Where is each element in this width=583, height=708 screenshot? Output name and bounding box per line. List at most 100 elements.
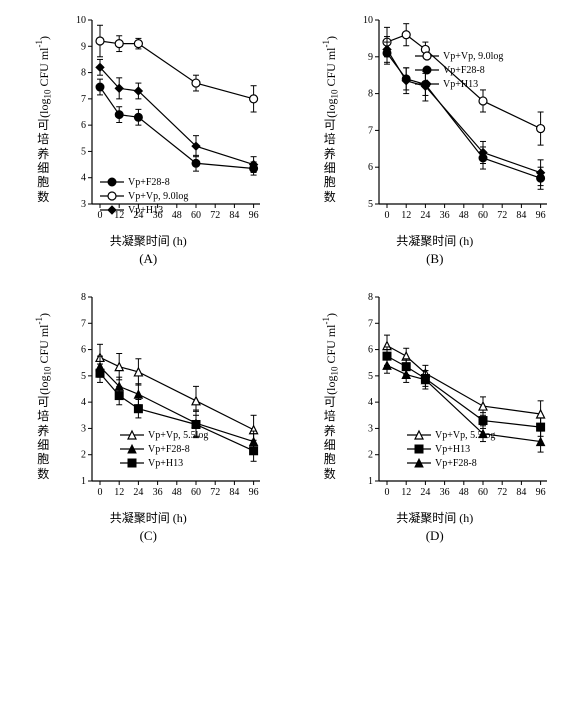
svg-text:Vp+Vp, 9.0log: Vp+Vp, 9.0log: [443, 51, 503, 62]
chart-wrap-a: (log10 CFU ml-1)可 培 养 细 胞 数3456789100122…: [28, 10, 268, 230]
y-unit-label: (log10 CFU ml-1): [321, 313, 339, 395]
svg-text:12: 12: [401, 210, 411, 221]
svg-text:Vp+Vp, 9.0log: Vp+Vp, 9.0log: [128, 191, 188, 202]
ylabel-col: (log10 CFU ml-1)可 培 养 细 胞 数: [28, 287, 58, 507]
svg-text:84: 84: [230, 487, 240, 498]
x-axis-label: 共凝聚时间 (h): [396, 232, 473, 249]
svg-text:36: 36: [439, 487, 449, 498]
y-cjk-label: 可 培 养 细 胞 数: [324, 118, 336, 204]
svg-text:3: 3: [81, 199, 86, 210]
svg-text:7: 7: [81, 94, 86, 105]
svg-text:7: 7: [81, 318, 86, 329]
svg-text:Vp+H13: Vp+H13: [148, 458, 183, 469]
svg-text:0: 0: [98, 487, 103, 498]
svg-text:5: 5: [81, 146, 86, 157]
panel-tag-b: (B): [426, 251, 443, 267]
chart-wrap-c: (log10 CFU ml-1)可 培 养 细 胞 数1234567801224…: [28, 287, 268, 507]
svg-text:36: 36: [153, 487, 163, 498]
svg-text:Vp+H13: Vp+H13: [435, 444, 470, 455]
svg-text:Vp+F28-8: Vp+F28-8: [443, 65, 485, 76]
svg-text:24: 24: [420, 487, 430, 498]
chart-b: 567891001224364860728496Vp+Vp, 9.0logVp+…: [345, 10, 555, 230]
svg-text:5: 5: [368, 199, 373, 210]
panel-tag-c: (C): [140, 528, 157, 544]
svg-text:Vp+F28-8: Vp+F28-8: [435, 458, 477, 469]
svg-text:6: 6: [81, 120, 86, 131]
svg-text:60: 60: [191, 487, 201, 498]
svg-text:Vp+H13: Vp+H13: [443, 79, 478, 90]
svg-text:96: 96: [249, 487, 259, 498]
svg-text:24: 24: [420, 210, 430, 221]
svg-text:Vp+H13: Vp+H13: [128, 205, 163, 216]
svg-text:6: 6: [81, 345, 86, 356]
x-axis-label: 共凝聚时间 (h): [396, 509, 473, 526]
panel-b: (log10 CFU ml-1)可 培 养 细 胞 数5678910012243…: [297, 10, 574, 267]
svg-text:9: 9: [81, 41, 86, 52]
ylabel-col: (log10 CFU ml-1)可 培 养 细 胞 数: [315, 287, 345, 507]
svg-text:4: 4: [81, 173, 86, 184]
svg-text:4: 4: [81, 397, 86, 408]
svg-text:3: 3: [368, 423, 373, 434]
panel-c: (log10 CFU ml-1)可 培 养 细 胞 数1234567801224…: [10, 287, 287, 544]
svg-text:5: 5: [81, 371, 86, 382]
svg-text:8: 8: [368, 292, 373, 303]
svg-text:6: 6: [368, 162, 373, 173]
svg-text:84: 84: [230, 210, 240, 221]
svg-text:72: 72: [210, 487, 220, 498]
chart-c: 1234567801224364860728496Vp+Vp, 5.5logVp…: [58, 287, 268, 507]
svg-text:Vp+F28-8: Vp+F28-8: [148, 444, 190, 455]
svg-text:72: 72: [497, 210, 507, 221]
svg-text:36: 36: [439, 210, 449, 221]
svg-text:1: 1: [368, 476, 373, 487]
y-unit-label: (log10 CFU ml-1): [34, 313, 52, 395]
svg-text:84: 84: [516, 210, 526, 221]
svg-text:96: 96: [535, 210, 545, 221]
chart-d: 1234567801224364860728496Vp+Vp, 5.5logVp…: [345, 287, 555, 507]
svg-text:96: 96: [249, 210, 259, 221]
y-unit-label: (log10 CFU ml-1): [34, 36, 52, 118]
svg-text:72: 72: [497, 487, 507, 498]
svg-text:12: 12: [114, 487, 124, 498]
svg-text:0: 0: [98, 210, 103, 221]
ylabel-col: (log10 CFU ml-1)可 培 养 细 胞 数: [28, 10, 58, 230]
chart-wrap-b: (log10 CFU ml-1)可 培 养 细 胞 数5678910012243…: [315, 10, 555, 230]
svg-text:48: 48: [459, 210, 469, 221]
svg-text:2: 2: [368, 450, 373, 461]
svg-text:60: 60: [478, 210, 488, 221]
chart-wrap-d: (log10 CFU ml-1)可 培 养 细 胞 数1234567801224…: [315, 287, 555, 507]
panel-tag-d: (D): [426, 528, 444, 544]
svg-text:6: 6: [368, 345, 373, 356]
svg-text:48: 48: [172, 487, 182, 498]
svg-text:1: 1: [81, 476, 86, 487]
panel-a: (log10 CFU ml-1)可 培 养 细 胞 数3456789100122…: [10, 10, 287, 267]
x-axis-label: 共凝聚时间 (h): [110, 509, 187, 526]
y-cjk-label: 可 培 养 细 胞 数: [37, 118, 49, 204]
svg-text:8: 8: [81, 68, 86, 79]
svg-text:7: 7: [368, 318, 373, 329]
svg-text:60: 60: [478, 487, 488, 498]
panel-tag-a: (A): [139, 251, 157, 267]
svg-text:5: 5: [368, 371, 373, 382]
svg-text:3: 3: [81, 423, 86, 434]
svg-text:10: 10: [76, 15, 86, 26]
svg-text:12: 12: [401, 487, 411, 498]
svg-text:96: 96: [535, 487, 545, 498]
svg-text:Vp+F28-8: Vp+F28-8: [128, 177, 170, 188]
svg-text:48: 48: [459, 487, 469, 498]
svg-text:72: 72: [210, 210, 220, 221]
svg-text:Vp+Vp, 5.5log: Vp+Vp, 5.5log: [435, 430, 495, 441]
svg-text:10: 10: [363, 15, 373, 26]
y-cjk-label: 可 培 养 细 胞 数: [324, 395, 336, 481]
svg-text:7: 7: [368, 125, 373, 136]
y-unit-label: (log10 CFU ml-1): [321, 36, 339, 118]
svg-text:0: 0: [384, 487, 389, 498]
svg-text:8: 8: [81, 292, 86, 303]
svg-text:Vp+Vp, 5.5log: Vp+Vp, 5.5log: [148, 430, 208, 441]
svg-text:0: 0: [384, 210, 389, 221]
panel-d: (log10 CFU ml-1)可 培 养 细 胞 数1234567801224…: [297, 287, 574, 544]
chart-a: 34567891001224364860728496Vp+F28-8Vp+Vp,…: [58, 10, 268, 230]
ylabel-col: (log10 CFU ml-1)可 培 养 细 胞 数: [315, 10, 345, 230]
svg-text:84: 84: [516, 487, 526, 498]
svg-text:12: 12: [114, 210, 124, 221]
svg-text:4: 4: [368, 397, 373, 408]
